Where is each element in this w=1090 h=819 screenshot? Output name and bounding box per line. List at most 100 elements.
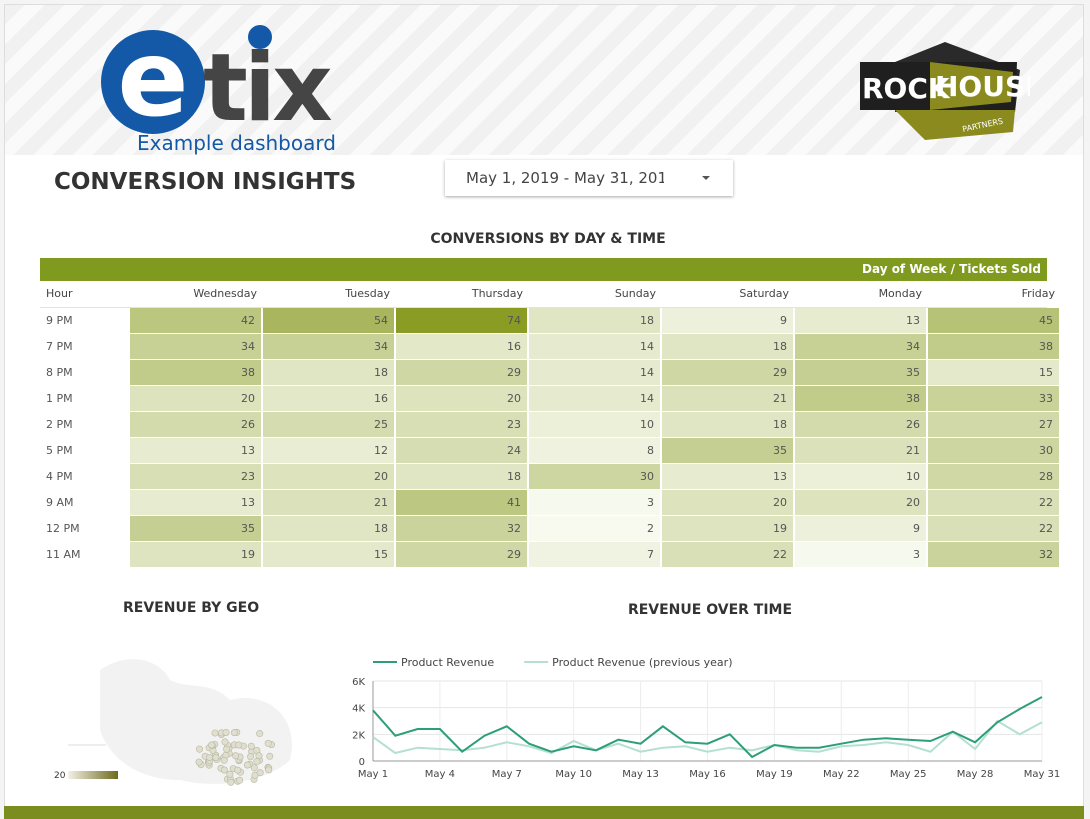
heat-cell: 9 bbox=[662, 308, 793, 333]
heat-cell: 22 bbox=[662, 542, 793, 567]
geo-dot bbox=[236, 776, 244, 784]
hour-label: 7 PM bbox=[46, 340, 73, 353]
x-tick-label: May 1 bbox=[358, 769, 388, 780]
heat-cell: 21 bbox=[263, 490, 394, 515]
hour-label: 5 PM bbox=[46, 444, 73, 457]
heat-cell: 27 bbox=[928, 412, 1059, 437]
table-body: 9 PM 42 54 74 18 9 13 45 7 PM 34 34 16 14 18 34 38 8 PM 3… bbox=[40, 308, 1059, 568]
geo-dot bbox=[220, 766, 228, 774]
column-header: Saturday bbox=[739, 287, 789, 300]
heat-cell: 3 bbox=[795, 542, 926, 567]
heat-cell: 24 bbox=[396, 438, 527, 463]
x-tick-label: May 22 bbox=[823, 769, 860, 780]
heat-cell: 41 bbox=[396, 490, 527, 515]
heat-cell: 28 bbox=[928, 464, 1059, 489]
heat-cell: 10 bbox=[795, 464, 926, 489]
footer-bar bbox=[4, 806, 1084, 819]
x-tick-label: May 13 bbox=[622, 769, 659, 780]
column-header: Hour bbox=[46, 287, 73, 300]
column-header: Monday bbox=[878, 287, 922, 300]
hour-label: 9 AM bbox=[46, 496, 74, 509]
heat-cell: 26 bbox=[130, 412, 261, 437]
geo-dot bbox=[234, 766, 242, 774]
heat-cell: 35 bbox=[130, 516, 261, 541]
table-row: 8 PM 38 18 29 14 29 35 15 bbox=[40, 360, 1059, 386]
header-row: Hour Wednesday Tuesday Thursday Sunday Saturd… bbox=[40, 281, 1055, 308]
heat-cell: 15 bbox=[263, 542, 394, 567]
geo-map: 20 bbox=[54, 659, 292, 786]
hour-label: 12 PM bbox=[46, 522, 80, 535]
heatmap-table: Day of Week / Tickets Sold Hour Wednesday… bbox=[40, 258, 1059, 568]
heat-cell: 22 bbox=[928, 490, 1059, 515]
geo-dot bbox=[220, 756, 228, 764]
heat-cell: 18 bbox=[529, 308, 660, 333]
geo-dot bbox=[256, 730, 264, 738]
heat-cell: 21 bbox=[795, 438, 926, 463]
table-row: 9 AM 13 21 41 3 20 20 22 bbox=[40, 490, 1059, 516]
geo-legend-label: 20 bbox=[54, 771, 66, 781]
geo-dot bbox=[243, 761, 251, 769]
heat-cell: 35 bbox=[795, 360, 926, 385]
heat-cell: 19 bbox=[662, 516, 793, 541]
heat-cell: 9 bbox=[795, 516, 926, 541]
date-range-picker[interactable]: May 1, 2019 - May 31, 2019 bbox=[445, 160, 733, 196]
heat-cell: 12 bbox=[263, 438, 394, 463]
heat-cell: 13 bbox=[662, 464, 793, 489]
geo-dot bbox=[264, 739, 272, 747]
heat-cell: 34 bbox=[130, 334, 261, 359]
logo-mark: e bbox=[117, 18, 188, 140]
heat-cell: 8 bbox=[529, 438, 660, 463]
hour-label: 11 AM bbox=[46, 548, 81, 561]
column-header: Tuesday bbox=[345, 287, 390, 300]
series-line bbox=[372, 696, 1043, 759]
geo-dot bbox=[230, 729, 238, 737]
heat-cell: 22 bbox=[928, 516, 1059, 541]
heat-cell: 18 bbox=[396, 464, 527, 489]
table-banner: Day of Week / Tickets Sold bbox=[40, 258, 1047, 281]
geo-legend-gradient bbox=[68, 771, 118, 779]
x-tick-label: May 4 bbox=[425, 769, 455, 780]
heat-cell: 2 bbox=[529, 516, 660, 541]
geo-dot bbox=[223, 745, 231, 753]
heat-cell: 30 bbox=[529, 464, 660, 489]
heat-cell: 13 bbox=[130, 438, 261, 463]
table-row: 9 PM 42 54 74 18 9 13 45 bbox=[40, 308, 1059, 334]
column-header: Friday bbox=[1021, 287, 1055, 300]
heat-cell: 32 bbox=[928, 542, 1059, 567]
geo-dot bbox=[265, 766, 273, 774]
x-tick-label: May 16 bbox=[689, 769, 726, 780]
y-tick-label: 4K bbox=[352, 704, 365, 715]
x-tick-label: May 28 bbox=[957, 769, 994, 780]
heat-cell: 29 bbox=[396, 542, 527, 567]
dropdown-arrow bbox=[702, 176, 710, 180]
column-header: Sunday bbox=[614, 287, 656, 300]
heat-cell: 13 bbox=[130, 490, 261, 515]
heat-cell: 20 bbox=[263, 464, 394, 489]
heat-cell: 14 bbox=[529, 334, 660, 359]
heat-cell: 38 bbox=[928, 334, 1059, 359]
heat-cell: 29 bbox=[396, 360, 527, 385]
heat-cell: 25 bbox=[263, 412, 394, 437]
geo-dot bbox=[211, 729, 219, 737]
legend-label: Product Revenue (previous year) bbox=[552, 656, 732, 669]
geo-dot bbox=[247, 753, 255, 761]
etix-logo: e tix Example dashboard bbox=[101, 18, 336, 155]
geo-dot bbox=[212, 754, 220, 762]
heat-cell: 30 bbox=[928, 438, 1059, 463]
logo-circle bbox=[101, 30, 205, 134]
partner-word: ROCK bbox=[862, 72, 951, 105]
heat-cell: 45 bbox=[928, 308, 1059, 333]
legend-label: Product Revenue bbox=[401, 656, 494, 669]
geo-dot bbox=[205, 754, 213, 762]
heat-cell: 54 bbox=[263, 308, 394, 333]
column-header: Wednesday bbox=[193, 287, 257, 300]
table-row: 7 PM 34 34 16 14 18 34 38 bbox=[40, 334, 1059, 360]
geo-dot bbox=[232, 752, 240, 760]
x-tick-label: May 25 bbox=[890, 769, 927, 780]
heat-cell: 26 bbox=[795, 412, 926, 437]
table-row: 5 PM 13 12 24 8 35 21 30 bbox=[40, 438, 1059, 464]
x-tick-label: May 31 bbox=[1024, 769, 1061, 780]
map-land bbox=[100, 659, 292, 784]
heat-cell: 74 bbox=[396, 308, 527, 333]
heat-cell: 16 bbox=[396, 334, 527, 359]
